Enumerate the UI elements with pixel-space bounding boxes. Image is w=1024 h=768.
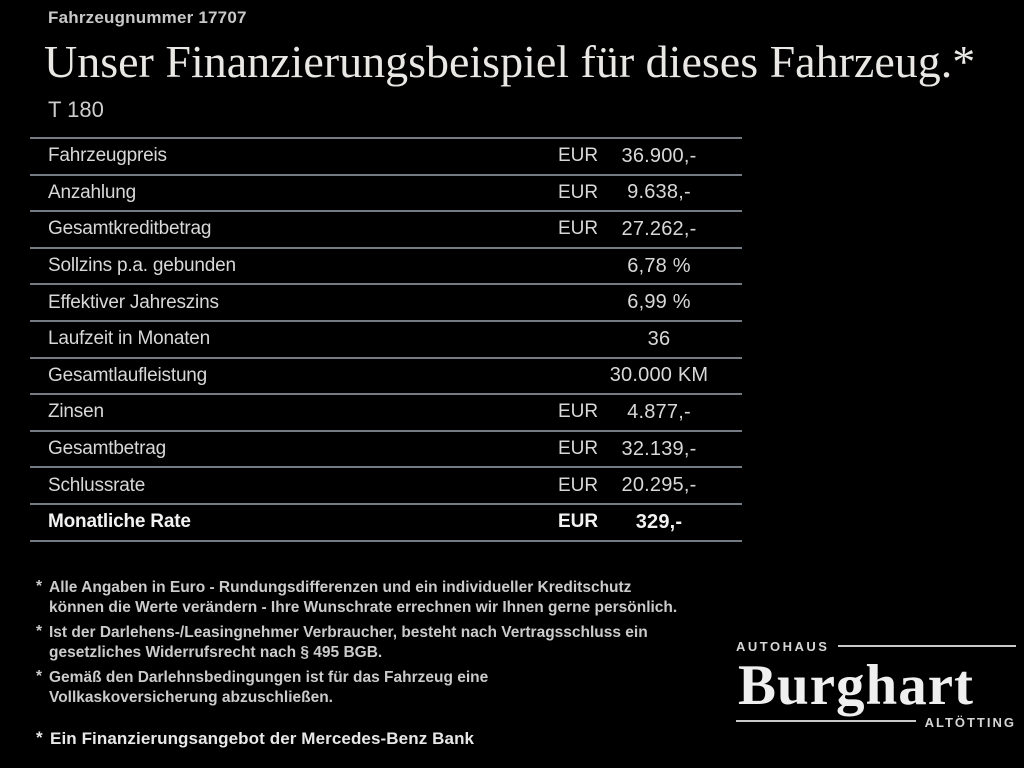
row-value: 32.139,- [621, 437, 697, 460]
row-value: 6,78 % [627, 254, 691, 277]
logo-dealer-name: Burghart [738, 654, 974, 717]
table-row: Fahrzeugpreis EUR 36.900,- [30, 139, 742, 176]
footnote-marker: * [36, 623, 43, 640]
row-label: Zinsen [48, 401, 104, 423]
logo-autohaus-label: Autohaus [736, 635, 830, 656]
row-currency: EUR [558, 145, 599, 167]
table-row: Anzahlung EUR 9.638,- [30, 176, 742, 213]
row-label: Fahrzeugpreis [48, 145, 167, 167]
row-currency: EUR [558, 181, 599, 203]
footnote-text: Alle Angaben in Euro - Rundungsdifferenz… [49, 579, 678, 616]
row-value: 6,99 % [627, 291, 691, 314]
model-name: T 180 [48, 97, 104, 122]
table-row: Gesamtbetrag EUR 32.139,- [30, 432, 742, 469]
row-label: Gesamtlaufleistung [48, 364, 208, 386]
table-row: Sollzins p.a. gebunden 6,78 % [30, 249, 742, 286]
table-row: Monatliche Rate EUR 329,- [30, 505, 742, 542]
table-row: Zinsen EUR 4.877,- [30, 395, 742, 432]
dealer-logo: Autohaus Burghart Altötting [736, 636, 1016, 731]
financing-offer-note: * Ein Finanzierungsangebot der Mercedes-… [36, 728, 475, 749]
footnotes: * Alle Angaben in Euro - Rundungsdifferen… [36, 578, 748, 713]
footnote-marker: * [36, 668, 43, 685]
row-value: 329,- [635, 510, 683, 533]
row-currency: EUR [558, 401, 599, 423]
page-title: Unser Finanzierungsbeispiel für dieses F… [44, 36, 976, 87]
footnote-text: Gemäß den Darlehnsbedingungen ist für da… [49, 669, 489, 706]
logo-rule-top [838, 644, 1016, 647]
table-row: Effektiver Jahreszins 6,99 % [30, 285, 742, 322]
footnote-marker: * [36, 728, 43, 747]
vehicle-number: Fahrzeugnummer 17707 [48, 8, 247, 27]
footnote: * Gemäß den Darlehnsbedingungen ist für d… [36, 668, 748, 708]
row-label: Gesamtkreditbetrag [48, 218, 212, 240]
row-value: 9.638,- [627, 181, 691, 204]
row-value: 30.000 KM [609, 364, 709, 387]
row-value: 4.877,- [627, 400, 691, 423]
row-label: Schlussrate [48, 474, 146, 496]
row-label: Gesamtbetrag [48, 438, 166, 460]
footnote-text: Ist der Darlehens-/Leasingnehmer Verbrau… [49, 624, 648, 661]
row-label: Effektiver Jahreszins [48, 291, 219, 313]
row-value: 20.295,- [621, 474, 697, 497]
row-currency: EUR [558, 511, 599, 533]
table-row: Schlussrate EUR 20.295,- [30, 468, 742, 505]
footnote: * Alle Angaben in Euro - Rundungsdifferen… [36, 578, 748, 618]
logo-top-row: Autohaus [736, 636, 1016, 655]
logo-rule-bottom [736, 720, 916, 723]
footnote: * Ist der Darlehens-/Leasingnehmer Verbra… [36, 623, 748, 663]
table-row: Laufzeit in Monaten 36 [30, 322, 742, 359]
table-row: Gesamtkreditbetrag EUR 27.262,- [30, 212, 742, 249]
table-row: Gesamtlaufleistung 30.000 KM [30, 359, 742, 396]
row-currency: EUR [558, 474, 599, 496]
footnote-marker: * [36, 578, 43, 595]
finance-table: Fahrzeugpreis EUR 36.900,- Anzahlung EUR 9.63… [30, 137, 742, 542]
row-currency: EUR [558, 438, 599, 460]
row-value: 36 [647, 327, 671, 350]
row-label: Monatliche Rate [48, 511, 191, 533]
row-label: Sollzins p.a. gebunden [48, 255, 236, 277]
row-label: Anzahlung [48, 181, 136, 203]
row-label: Laufzeit in Monaten [48, 328, 211, 350]
row-value: 27.262,- [621, 217, 697, 240]
row-value: 36.900,- [621, 144, 697, 167]
financing-offer-text: Ein Finanzierungsangebot der Mercedes-Be… [50, 729, 475, 748]
logo-city-label: Altötting [924, 710, 1016, 732]
row-currency: EUR [558, 218, 599, 240]
logo-bottom-row: Altötting [736, 712, 1016, 731]
